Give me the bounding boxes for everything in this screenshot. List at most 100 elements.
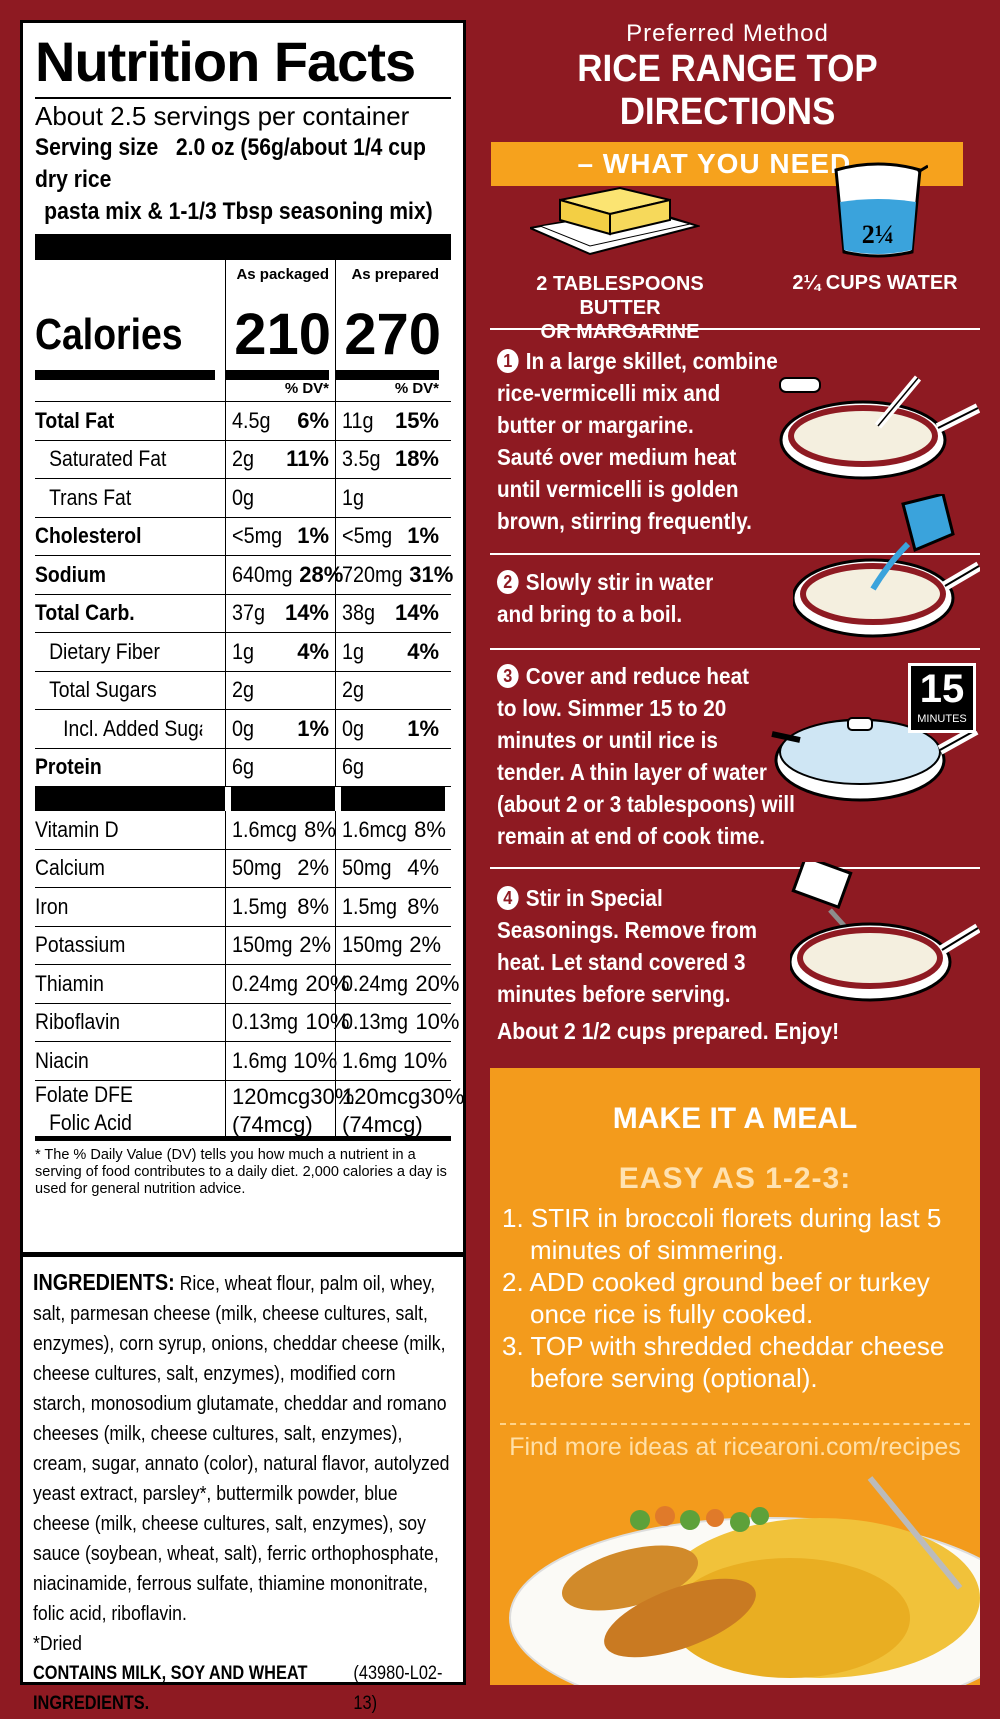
dv-footnote: * The % Daily Value (DV) tells you how m…	[35, 1146, 447, 1197]
step-line: 1 In a large skillet, combine	[497, 345, 778, 377]
folate-a1: 120mcg	[232, 1083, 311, 1109]
skillet-stir-icon	[779, 375, 980, 480]
skillet-water-icon	[793, 494, 980, 638]
nutrient-amount: 1g	[232, 638, 255, 664]
nutrient-amount: 1.6mg	[342, 1047, 398, 1073]
serving-size-line2: pasta mix & 1-1/3 Tbsp seasoning mix)	[44, 198, 433, 225]
nutrient-row: Trans Fat 0g 1g	[35, 479, 451, 518]
nutrient-amount: 50mg	[232, 855, 282, 881]
step-line: to low. Simmer 15 to 20	[497, 695, 727, 721]
nutrient-amount: 1g	[342, 638, 365, 664]
nutrient-row: Incl. Added Sugars 0g 1% 0g 1%	[35, 710, 451, 749]
calorie-bar	[35, 370, 451, 380]
nutrient-amount: 1.5mg	[232, 893, 288, 919]
nutrient-label: Riboflavin	[35, 1009, 121, 1035]
cup-label: 2¼	[861, 220, 895, 249]
nutrient-amount: 0.13mg	[342, 1009, 409, 1035]
nutrition-title: Nutrition Facts	[35, 30, 416, 93]
step-line: brown, stirring frequently.	[497, 508, 752, 534]
step-2: 2 Slowly stir in water and bring to a boil…	[497, 566, 737, 630]
timer-unit: MINUTES	[917, 713, 967, 725]
nutrient-dv: 11%	[286, 446, 329, 472]
step-4: 4 Stir in Special Seasonings. Remove from h…	[497, 882, 786, 1010]
meal-step: 3. TOP with shredded cheddar cheese befo…	[502, 1331, 945, 1393]
nutrient-row: Iron 1.5mg 8% 1.5mg 8%	[35, 888, 451, 927]
meal-step: 1. STIR in broccoli florets during last …	[502, 1203, 942, 1265]
step-number-badge: 3	[497, 664, 519, 688]
step-line: 3 Cover and reduce heat	[497, 660, 795, 692]
nutrient-dv: 1%	[407, 715, 439, 741]
meal-subtitle: EASY AS 1-2-3:	[618, 1162, 852, 1195]
nutrient-row: Sodium 640mg 28% 720mg 31%	[35, 556, 453, 595]
nutrient-dv: 2%	[409, 932, 442, 958]
directions-title: RICE RANGE TOP DIRECTIONS	[577, 48, 878, 133]
calories-label: Calories	[35, 310, 183, 359]
nutrient-dv: 8%	[414, 816, 446, 842]
nutrient-row: Riboflavin 0.13mg 10% 0.13mg 10%	[35, 1003, 459, 1042]
nutrient-dv: 4%	[407, 855, 439, 881]
nutrient-label: Incl. Added Sugars	[63, 715, 202, 741]
nutrient-amount: 6g	[342, 754, 365, 780]
vitamin-separator	[35, 787, 451, 811]
nutrient-amount: <5mg	[342, 523, 393, 549]
nutrient-dv: 10%	[403, 1047, 448, 1073]
nutrient-dv: 14%	[394, 600, 439, 626]
dv-header-row: % DV* % DV*	[35, 380, 451, 402]
nutrient-dv: 8%	[304, 816, 336, 842]
thick-divider	[35, 234, 451, 260]
step-line: and bring to a boil.	[497, 601, 683, 627]
col-prepared-head: As prepared	[335, 260, 445, 300]
servings-per-container: About 2.5 servings per container	[35, 97, 451, 132]
step-line: tender. A thin layer of water	[497, 759, 767, 785]
nutrient-rows: Total Fat 4.5g 6% 11g 15% Saturated Fat 2g 11% 3…	[35, 402, 453, 787]
nutrient-row: Saturated Fat 2g 11% 3.5g 18%	[35, 440, 451, 479]
nutrient-amount: 6g	[232, 754, 255, 780]
calories-prepared: 270	[335, 300, 445, 370]
nutrient-row: Total Sugars 2g 2g	[35, 671, 451, 710]
nutrient-dv: 2%	[299, 932, 332, 958]
nutrient-label: Potassium	[35, 932, 126, 958]
nutrient-row: Dietary Fiber 1g 4% 1g 4%	[35, 633, 451, 672]
ingredients-panel: INGREDIENTS: Rice, wheat flour, palm oil…	[20, 1255, 466, 1714]
nutrient-label: Iron	[35, 893, 69, 919]
nutrient-label: Cholesterol	[35, 523, 142, 549]
nutrient-dv: 14%	[284, 600, 329, 626]
step-line: minutes before serving.	[497, 981, 731, 1007]
nutrient-dv: 2%	[297, 855, 329, 881]
folate-label: Folate DFE	[35, 1081, 133, 1107]
calories-row: Calories 210 270	[35, 300, 451, 370]
step-line: butter or margarine.	[497, 412, 694, 438]
nutrition-facts-panel: Nutrition Facts About 2.5 servings per c…	[20, 20, 466, 1255]
meal-step: 2. ADD cooked ground beef or turkey once…	[502, 1267, 930, 1329]
serving-size-label: Serving size	[35, 134, 159, 161]
nutrient-label: Total Sugars	[49, 677, 157, 703]
serving-size-line1: 2.0 oz (56g/about 1/4 cup dry rice	[35, 134, 426, 193]
nutrient-row: Total Carb. 37g 14% 38g 14%	[35, 594, 451, 633]
nutrient-label: Total Fat	[35, 407, 115, 433]
butter-label: 2 TABLESPOONS BUTTER OR MARGARINE	[500, 272, 740, 344]
nutrient-row: Calcium 50mg 2% 50mg 4%	[35, 849, 451, 888]
col-packaged-head: As packaged	[225, 260, 335, 300]
recipes-link[interactable]: Find more ideas at ricearoni.com/recipes	[500, 1423, 970, 1462]
nutrient-amount: 2g	[232, 446, 255, 472]
nutrient-row: Total Fat 4.5g 6% 11g 15%	[35, 402, 451, 441]
nutrient-label: Vitamin D	[35, 816, 119, 842]
product-code: (43980-L02-13)	[353, 1663, 443, 1714]
measuring-cup-icon	[834, 162, 928, 258]
nutrient-amount: 0g	[232, 484, 255, 510]
meal-title: MAKE IT A MEAL	[612, 1102, 858, 1135]
ingredients-heading: INGREDIENTS:	[33, 1269, 175, 1295]
step-number-badge: 4	[497, 886, 519, 910]
divider	[490, 648, 980, 650]
serving-size: Serving size 2.0 oz (56g/about 1/4 cup d…	[35, 132, 445, 228]
skillet-season-icon	[790, 862, 980, 1002]
nutrient-amount: <5mg	[232, 523, 283, 549]
nutrient-amount: 0g	[342, 715, 365, 741]
preferred-method: Preferred Method	[626, 20, 829, 47]
timer-icon: 15 MINUTES	[908, 663, 976, 733]
nutrient-label: Dietary Fiber	[49, 638, 160, 664]
nutrient-row: Vitamin D 1.6mcg 8% 1.6mcg 8%	[35, 811, 451, 850]
divider	[490, 867, 980, 869]
nutrient-row: Potassium 150mg 2% 150mg 2%	[35, 926, 451, 965]
nutrient-row: Protein 6g 6g	[35, 748, 451, 787]
